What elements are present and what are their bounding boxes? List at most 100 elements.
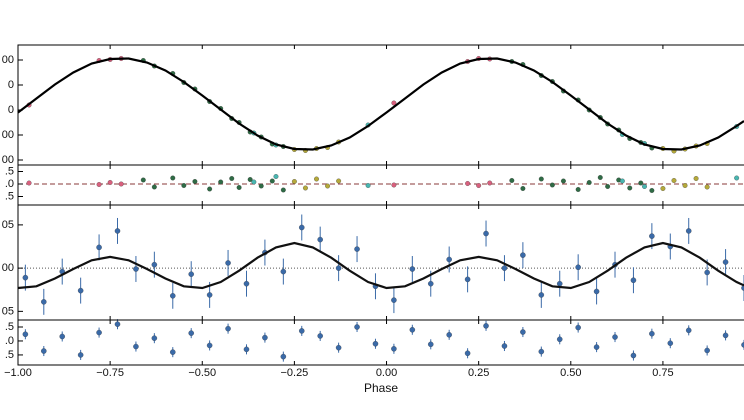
data-point bbox=[630, 352, 637, 359]
data-point bbox=[22, 274, 29, 281]
data-point bbox=[483, 323, 489, 329]
data-point bbox=[96, 182, 102, 187]
data-point bbox=[206, 292, 213, 298]
data-point bbox=[354, 324, 360, 330]
data-point bbox=[335, 344, 342, 351]
data-point bbox=[151, 261, 158, 268]
y-tick-label: 00 bbox=[2, 262, 14, 274]
data-point bbox=[251, 179, 257, 185]
data-point bbox=[118, 181, 124, 187]
data-point bbox=[391, 297, 397, 303]
data-point bbox=[660, 186, 666, 191]
data-point bbox=[538, 292, 545, 298]
data-point bbox=[317, 333, 323, 339]
data-point bbox=[229, 176, 235, 181]
data-point bbox=[280, 187, 286, 193]
x-tick-label: 0.50 bbox=[560, 367, 581, 379]
y-tick-label: 05 bbox=[2, 219, 14, 231]
data-point bbox=[575, 324, 581, 331]
data-point bbox=[619, 178, 625, 184]
data-point bbox=[649, 330, 655, 337]
data-point bbox=[243, 346, 250, 353]
data-point bbox=[365, 183, 371, 188]
data-point bbox=[291, 179, 297, 184]
data-point bbox=[225, 260, 231, 266]
data-point bbox=[704, 269, 710, 276]
data-point bbox=[575, 264, 581, 271]
data-point bbox=[520, 186, 526, 191]
data-point bbox=[593, 344, 600, 350]
data-point bbox=[487, 180, 493, 186]
data-point bbox=[133, 343, 139, 350]
data-point bbox=[314, 176, 319, 182]
data-point bbox=[133, 266, 139, 272]
data-point bbox=[501, 343, 508, 349]
data-point bbox=[247, 177, 253, 182]
data-point bbox=[649, 188, 655, 193]
x-tick-label: −1.00 bbox=[4, 367, 32, 379]
data-point bbox=[464, 350, 471, 357]
y-tick-label: .5 bbox=[5, 190, 14, 202]
data-point bbox=[549, 182, 555, 188]
data-point bbox=[225, 325, 231, 332]
data-point bbox=[605, 184, 611, 189]
panel-frame bbox=[17, 164, 744, 206]
data-point bbox=[409, 266, 416, 272]
data-point bbox=[734, 175, 740, 181]
data-point bbox=[465, 181, 471, 186]
data-point bbox=[538, 348, 545, 355]
data-point bbox=[391, 182, 397, 188]
data-point bbox=[188, 330, 194, 336]
data-point bbox=[627, 185, 633, 191]
data-point bbox=[354, 246, 360, 252]
data-point bbox=[372, 341, 379, 347]
data-point bbox=[114, 321, 121, 327]
data-point bbox=[188, 271, 194, 277]
data-point bbox=[151, 184, 157, 190]
x-tick-label: 0.25 bbox=[468, 367, 489, 379]
panel-frame bbox=[17, 319, 744, 366]
x-axis-title: Phase bbox=[364, 381, 398, 395]
data-point bbox=[243, 280, 250, 287]
data-point bbox=[59, 333, 65, 340]
data-point bbox=[303, 185, 308, 191]
model-curve bbox=[17, 241, 744, 290]
data-point bbox=[192, 179, 198, 184]
data-point bbox=[262, 334, 268, 341]
data-point bbox=[96, 329, 102, 336]
data-point bbox=[391, 346, 397, 352]
data-point bbox=[556, 280, 563, 287]
data-point bbox=[593, 288, 600, 295]
x-tick-label: 0.00 bbox=[376, 367, 397, 379]
model-curve bbox=[17, 57, 744, 151]
data-point bbox=[575, 187, 581, 192]
y-tick-label: 00 bbox=[2, 129, 14, 141]
y-tick-label: .5 bbox=[5, 321, 14, 333]
data-point bbox=[391, 100, 397, 106]
panel-frame bbox=[17, 204, 744, 321]
data-point bbox=[501, 265, 508, 271]
data-point bbox=[336, 178, 342, 184]
data-point bbox=[685, 228, 692, 234]
data-point bbox=[317, 236, 323, 243]
data-point bbox=[638, 180, 644, 186]
data-point bbox=[77, 352, 84, 358]
x-tick-label: −0.50 bbox=[188, 367, 216, 379]
x-tick-label: 0.75 bbox=[652, 367, 673, 379]
data-point bbox=[96, 244, 102, 251]
data-point bbox=[722, 332, 729, 339]
data-point bbox=[667, 340, 674, 346]
data-point bbox=[428, 341, 434, 348]
data-point bbox=[586, 180, 592, 185]
y-tick-label: 00 bbox=[2, 154, 14, 166]
y-tick-label: 0 bbox=[8, 104, 14, 116]
x-tick-label: −0.25 bbox=[280, 367, 308, 379]
data-point bbox=[22, 331, 29, 338]
data-point bbox=[483, 230, 489, 237]
y-tick-label: 0 bbox=[8, 79, 14, 91]
data-point bbox=[206, 342, 213, 349]
data-point bbox=[258, 183, 264, 189]
data-point bbox=[556, 336, 563, 343]
data-point bbox=[428, 280, 434, 287]
